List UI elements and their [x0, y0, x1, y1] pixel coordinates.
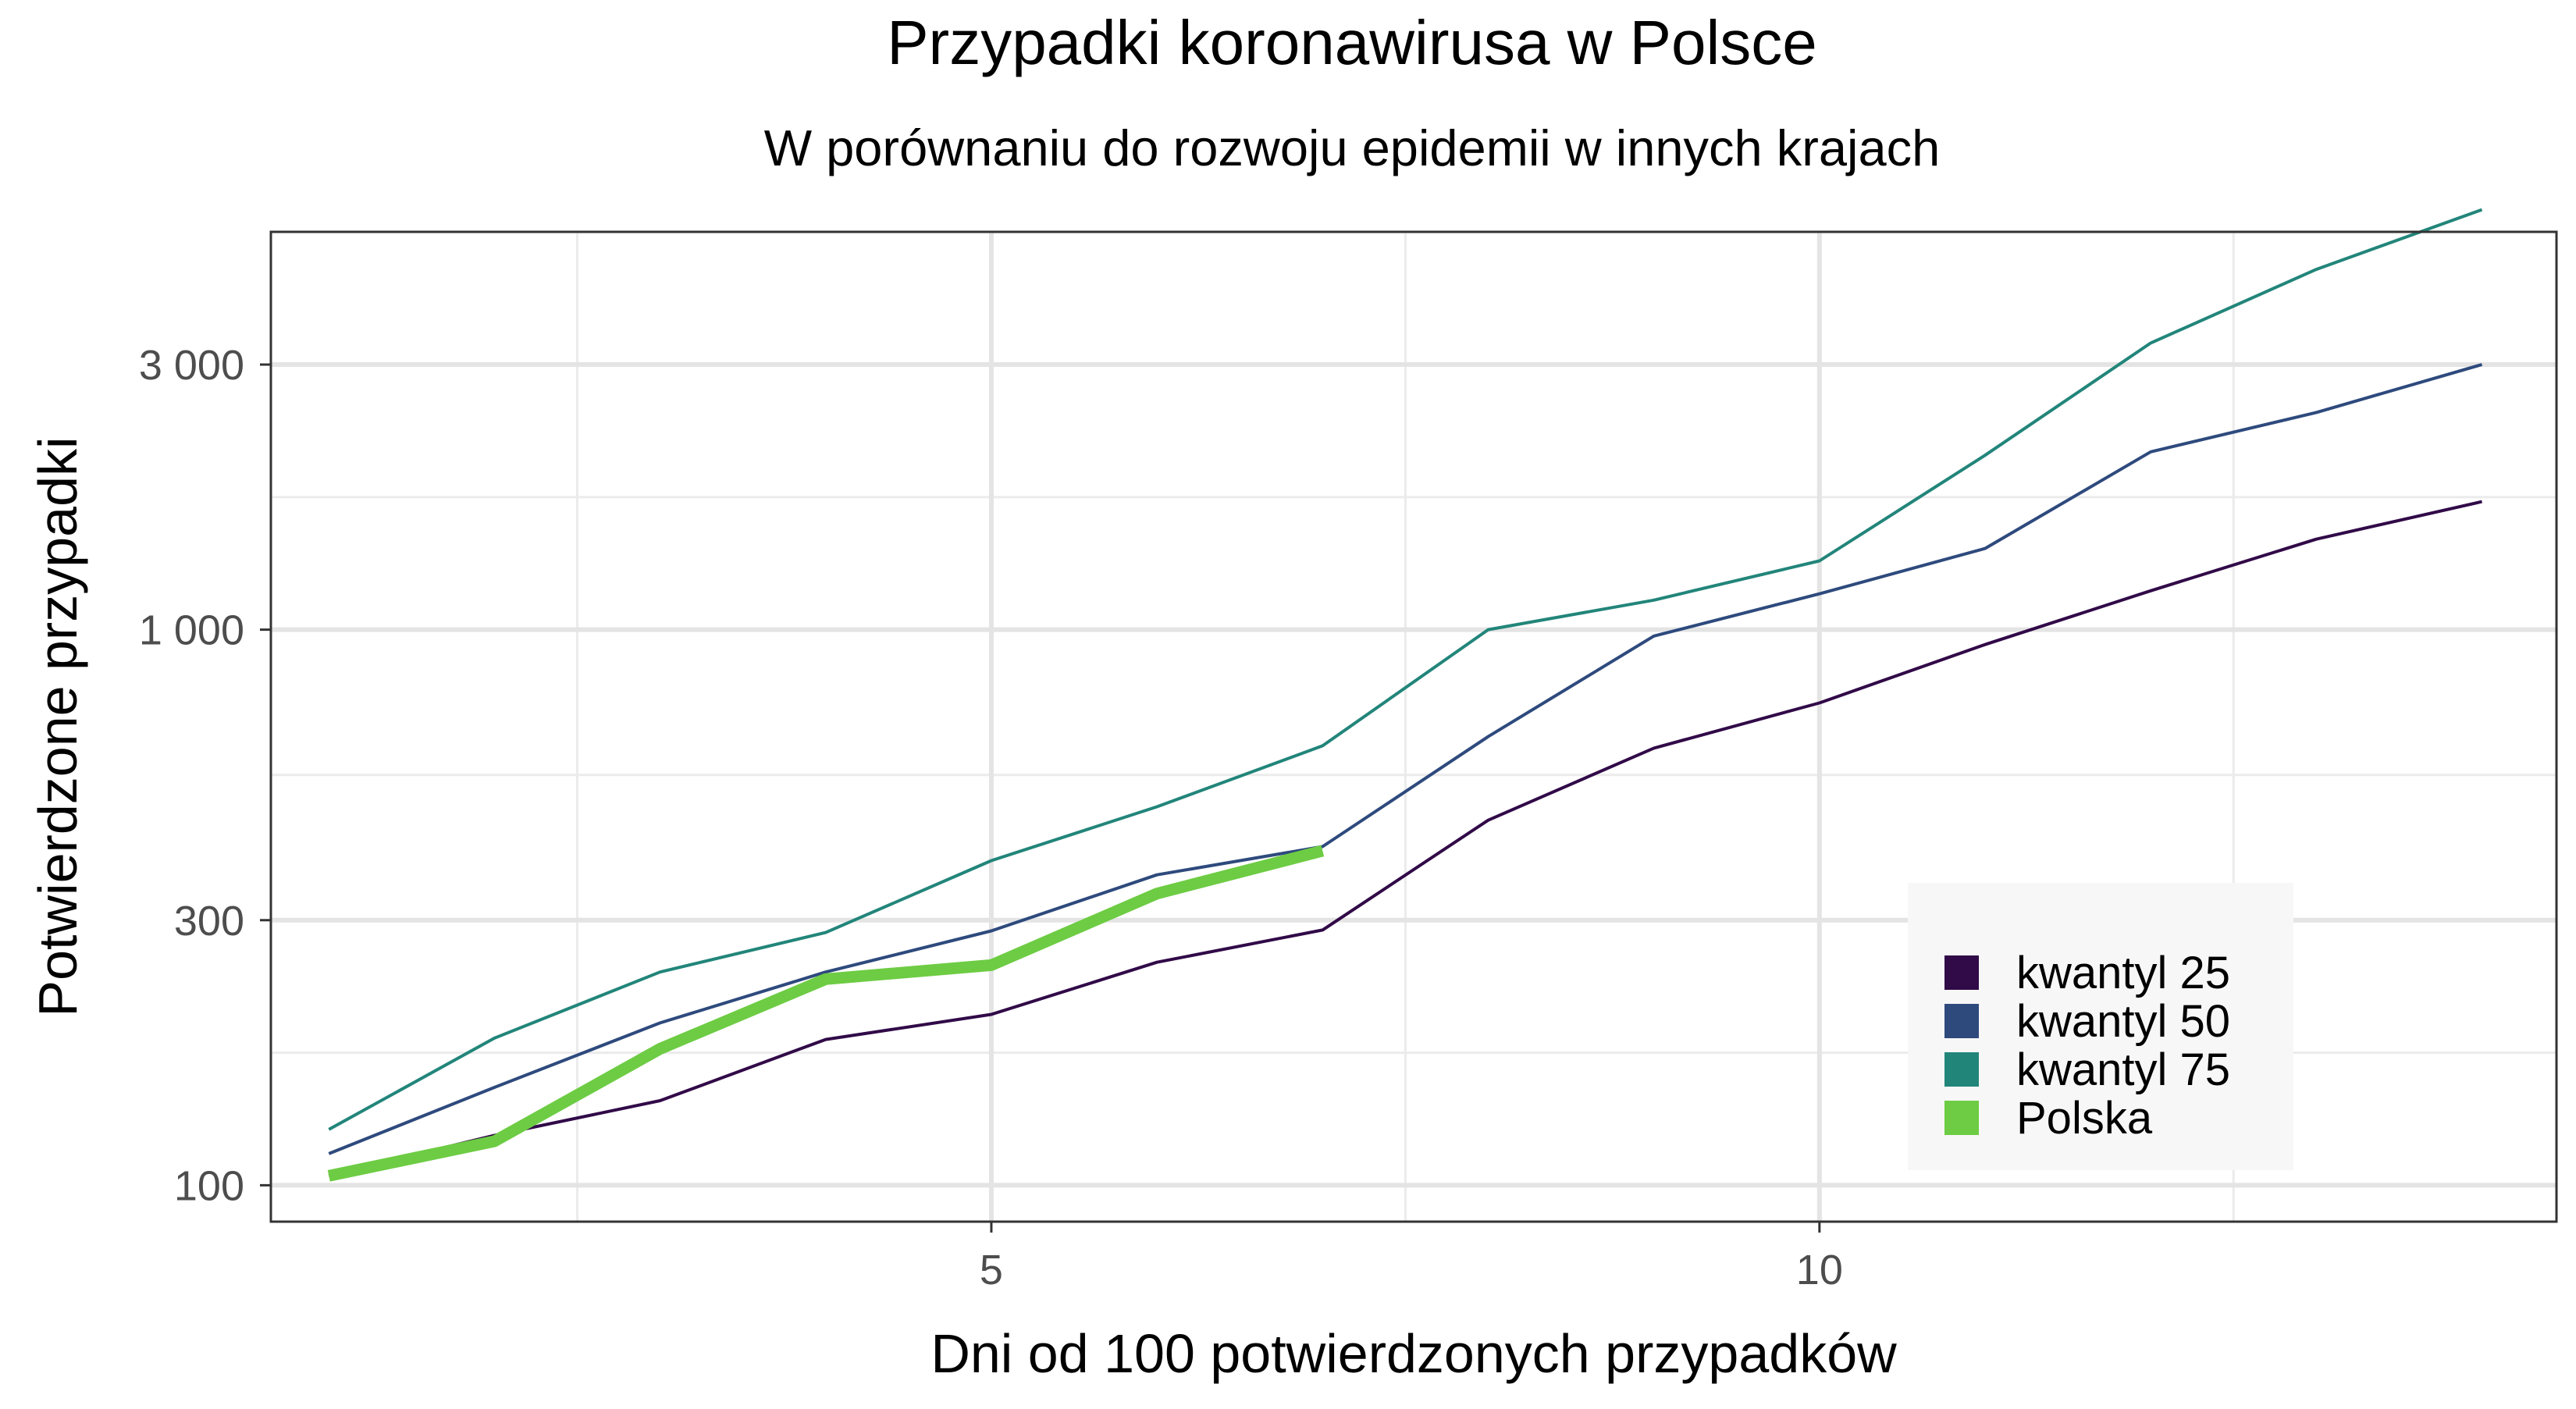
- y-tick-label: 1 000: [139, 607, 244, 654]
- x-tick-label: 5: [980, 1247, 1003, 1293]
- chart-subtitle: W porównaniu do rozwoju epidemii w innyc…: [764, 119, 1941, 176]
- plot-panel-border: [269, 230, 2558, 1223]
- legend-key-kwantyl-25: [1944, 955, 1979, 990]
- y-axis: 100 300 1 000 3 000: [139, 342, 271, 1209]
- x-axis-title: Dni od 100 potwierdzonych przypadków: [930, 1323, 1897, 1384]
- x-axis: 5 10: [980, 1222, 1843, 1293]
- chart-title: Przypadki koronawirusa w Polsce: [887, 8, 1817, 77]
- legend-key-kwantyl-75: [1944, 1052, 1979, 1087]
- legend-label: kwantyl 25: [2016, 948, 2230, 998]
- series-line-kwantyl-50: [328, 363, 2483, 1155]
- legend-label: kwantyl 75: [2016, 1044, 2230, 1095]
- y-tick-label: 3 000: [139, 342, 244, 389]
- major-gridlines: [271, 232, 2556, 1222]
- series-line-kwantyl-25: [328, 500, 2482, 1178]
- series-line-kwantyl-75: [328, 208, 2483, 1131]
- y-axis-title: Potwierdzone przypadki: [27, 436, 88, 1016]
- legend-key-polska: [1944, 1101, 1979, 1135]
- legend-label: kwantyl 50: [2016, 996, 2230, 1047]
- y-tick-label: 100: [174, 1162, 244, 1209]
- x-tick-label: 10: [1796, 1247, 1843, 1293]
- series-lines: [327, 208, 2483, 1182]
- series-line-polska: [327, 845, 1325, 1182]
- legend-key-kwantyl-50: [1944, 1004, 1979, 1038]
- legend-label: Polska: [2016, 1093, 2153, 1144]
- y-tick-label: 300: [174, 898, 244, 945]
